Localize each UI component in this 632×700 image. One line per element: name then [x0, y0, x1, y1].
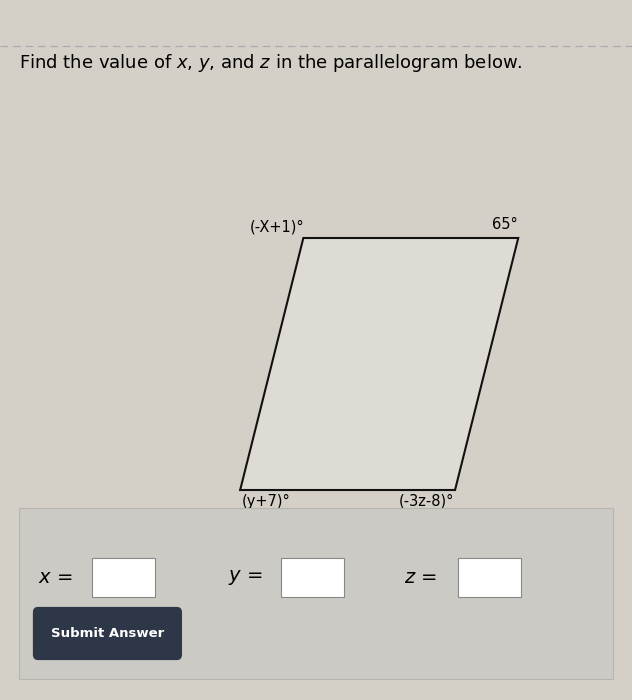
Text: $\mathit{x}$ =: $\mathit{x}$ =: [38, 568, 73, 587]
Text: 65°: 65°: [492, 218, 518, 232]
FancyBboxPatch shape: [19, 508, 613, 679]
Polygon shape: [240, 238, 518, 490]
Text: Submit Answer: Submit Answer: [51, 627, 164, 640]
Text: $\mathit{y}$ =: $\mathit{y}$ =: [228, 568, 262, 587]
FancyBboxPatch shape: [33, 607, 182, 660]
Text: (-3z-8)°: (-3z-8)°: [398, 494, 454, 508]
FancyBboxPatch shape: [92, 559, 155, 596]
FancyBboxPatch shape: [458, 559, 521, 596]
Text: Find the value of $x$, $y$, and $z$ in the parallelogram below.: Find the value of $x$, $y$, and $z$ in t…: [19, 52, 523, 74]
Text: (y+7)°: (y+7)°: [241, 494, 290, 508]
Text: (-X+1)°: (-X+1)°: [250, 220, 304, 235]
Text: $\mathit{z}$ =: $\mathit{z}$ =: [404, 568, 437, 587]
FancyBboxPatch shape: [281, 559, 344, 596]
